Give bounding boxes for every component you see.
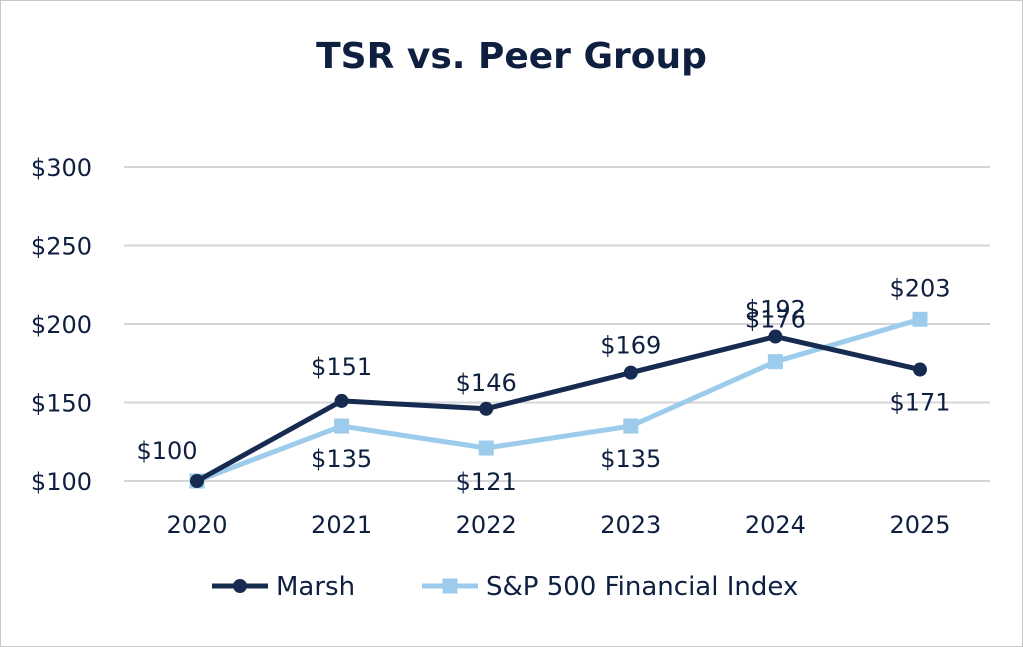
marsh-point <box>768 329 783 344</box>
marsh-data-label: $151 <box>311 353 372 381</box>
y-tick-label: $100 <box>31 468 92 496</box>
legend-marsh-marker <box>233 579 247 593</box>
sp-point <box>478 440 494 456</box>
marsh-point <box>913 362 927 377</box>
marsh-data-label: $171 <box>889 389 950 417</box>
sp-data-label: $121 <box>456 468 517 496</box>
sp-point <box>767 354 783 370</box>
x-tick-label: 2025 <box>889 511 950 539</box>
sp-data-label: $203 <box>889 274 950 302</box>
sp-point <box>912 311 928 327</box>
legend-sp-label: S&P 500 Financial Index <box>486 572 798 602</box>
chart-title: TSR vs. Peer Group <box>316 36 707 77</box>
sp-data-label: $135 <box>600 445 661 473</box>
x-tick-label: 2024 <box>745 511 806 539</box>
y-tick-label: $300 <box>31 154 92 182</box>
y-tick-label: $150 <box>31 390 92 418</box>
y-tick-label: $250 <box>31 233 92 261</box>
y-tick-label: $200 <box>31 311 92 339</box>
x-tick-label: 2023 <box>600 511 661 539</box>
legend-marsh-label: Marsh <box>276 572 355 602</box>
marsh-point <box>334 393 349 408</box>
x-tick-label: 2021 <box>311 511 372 539</box>
marsh-point <box>479 401 494 416</box>
marsh-point <box>623 365 638 380</box>
marsh-data-label: $192 <box>745 296 806 324</box>
x-tick-label: 2022 <box>456 511 517 539</box>
sp-series-line <box>196 316 921 484</box>
sp-data-label: $176 <box>745 306 806 334</box>
sp-data-label: $135 <box>311 445 372 473</box>
marsh-data-label: $169 <box>600 332 661 360</box>
marsh-series-line <box>195 334 921 484</box>
marsh-data-label: $100 <box>136 437 197 465</box>
x-tick-label: 2020 <box>166 511 227 539</box>
sp-point <box>623 418 639 434</box>
legend-sp-marker <box>442 578 458 594</box>
marsh-data-label: $146 <box>456 369 517 397</box>
sp-point <box>334 418 350 434</box>
marsh-point <box>190 474 204 488</box>
